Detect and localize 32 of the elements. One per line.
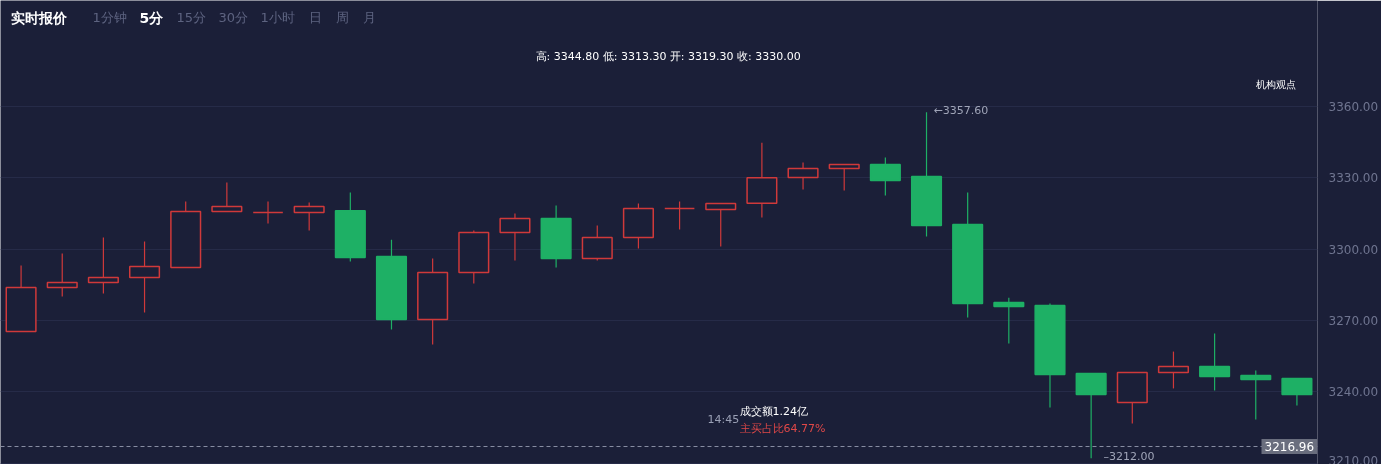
candlestick (252, 201, 284, 225)
annotation: 日 (308, 10, 322, 25)
y-tick-label: 3240.00 (1328, 385, 1379, 400)
annotation: 15分 (176, 10, 207, 25)
candlestick (664, 201, 696, 231)
annotation: –3212.00 (1103, 450, 1155, 463)
candlestick (1157, 350, 1190, 390)
annotation: 14:45 (707, 413, 740, 426)
y-tick-label: 3270.00 (1328, 313, 1379, 328)
y-tick-label: 3210.00 (1328, 453, 1379, 464)
annotation: ←3357.60 (933, 104, 989, 117)
y-tick-label: 3330.00 (1328, 171, 1379, 186)
candlestick (87, 236, 119, 295)
candlestick (1199, 332, 1231, 392)
annotation: 高: 3344.80 低: 3313.30 开: 3319.30 收: 3330.00 (535, 50, 801, 63)
annotation: 周 (335, 10, 349, 25)
annotation: 主买占比64.77% (739, 422, 826, 435)
annotation: 成交额1.24亿 (739, 405, 808, 418)
candlestick (46, 252, 78, 298)
text: 实时报价 (10, 9, 68, 26)
ref-line-label: 3216.96 (1264, 440, 1315, 455)
candlestick (828, 163, 860, 192)
y-tick-label: 3360.00 (1328, 100, 1379, 115)
y-tick-label: 3300.00 (1328, 242, 1379, 257)
annotation: 机构观点 (1255, 79, 1296, 90)
annotation: 30分 (218, 10, 249, 25)
candlestick (1240, 370, 1272, 421)
annotation: 5分 (139, 9, 165, 26)
annotation: 1分钟 (92, 10, 127, 25)
candlestick (993, 297, 1025, 345)
annotation: 月 (362, 10, 376, 25)
annotation: 1小时 (260, 10, 295, 25)
